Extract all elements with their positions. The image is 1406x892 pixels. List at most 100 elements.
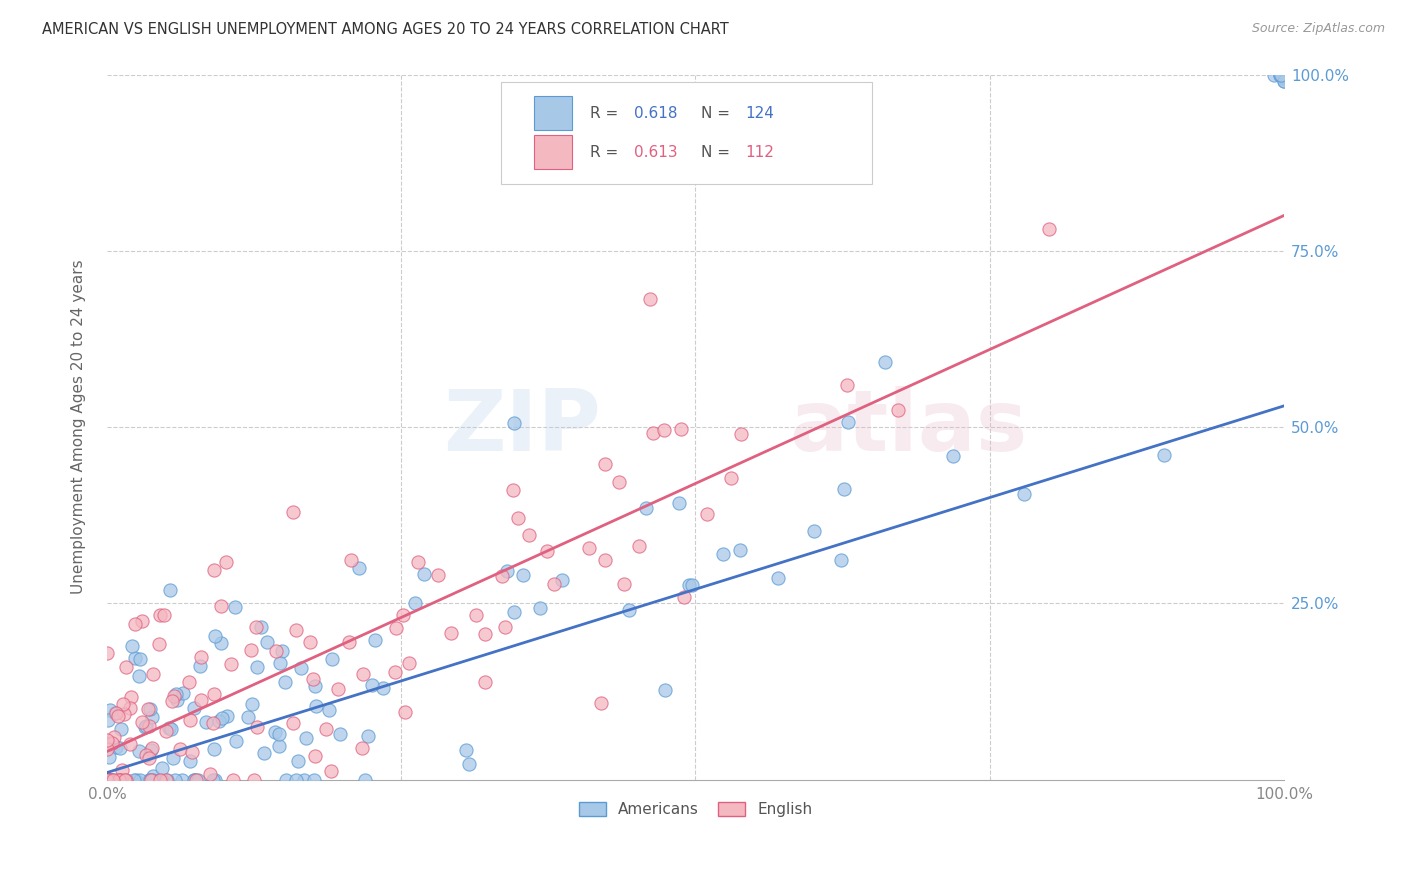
Point <box>184 772 207 787</box>
Point <box>363 632 385 647</box>
Point <box>352 741 374 756</box>
Point <box>668 495 690 509</box>
Point <box>98 772 121 787</box>
Text: 0.618: 0.618 <box>634 106 678 120</box>
Point <box>179 755 201 769</box>
FancyBboxPatch shape <box>534 96 572 130</box>
Point <box>159 722 181 736</box>
Point <box>264 724 287 739</box>
Point <box>155 772 177 787</box>
Point <box>1272 74 1295 88</box>
Point <box>1153 448 1175 462</box>
Point <box>138 719 160 733</box>
FancyBboxPatch shape <box>502 81 872 184</box>
Point <box>304 748 326 763</box>
Point <box>188 659 211 673</box>
Point <box>125 772 148 787</box>
Point <box>224 599 246 614</box>
Point <box>101 772 124 787</box>
Text: ZIP: ZIP <box>443 385 602 468</box>
Point <box>155 723 177 738</box>
Point <box>267 739 290 753</box>
Point <box>97 713 120 727</box>
Point <box>392 608 415 623</box>
Point <box>124 650 146 665</box>
Point <box>204 772 226 787</box>
Point <box>208 714 231 728</box>
Point <box>100 772 122 787</box>
Point <box>440 625 463 640</box>
Point <box>141 710 163 724</box>
Point <box>141 742 163 756</box>
Text: N =: N = <box>702 145 735 160</box>
Point <box>290 661 312 675</box>
Point <box>669 422 692 436</box>
Point <box>131 615 153 629</box>
Point <box>202 687 225 701</box>
Point <box>242 772 264 787</box>
Point <box>837 378 859 392</box>
Point <box>183 772 205 787</box>
Point <box>101 736 124 750</box>
Point <box>412 567 434 582</box>
Point <box>153 608 176 623</box>
Point <box>529 601 551 615</box>
Point <box>274 675 297 690</box>
Point <box>195 714 218 729</box>
Point <box>1270 68 1292 82</box>
Point <box>803 524 825 538</box>
Point <box>98 772 121 787</box>
Point <box>98 772 121 787</box>
Point <box>129 772 152 787</box>
Point <box>124 772 146 787</box>
Point <box>110 723 132 737</box>
Point <box>503 606 526 620</box>
Point <box>281 505 304 519</box>
Point <box>135 719 157 733</box>
Point <box>678 578 700 592</box>
Point <box>256 635 278 649</box>
Point <box>96 733 118 747</box>
Point <box>149 772 172 787</box>
Point <box>142 772 165 787</box>
Point <box>318 703 340 717</box>
Point <box>302 772 325 787</box>
Point <box>159 583 181 598</box>
Point <box>186 772 208 787</box>
Point <box>103 730 125 744</box>
Point <box>139 772 162 787</box>
Point <box>404 596 426 610</box>
Point <box>141 741 163 756</box>
Point <box>730 427 752 442</box>
Point <box>135 748 157 763</box>
Point <box>104 706 127 721</box>
Point <box>120 690 142 705</box>
Point <box>636 500 658 515</box>
Point <box>517 528 540 542</box>
Point <box>215 709 238 723</box>
Point <box>209 599 232 613</box>
Point <box>720 471 742 485</box>
Point <box>120 737 142 751</box>
Point <box>134 720 156 734</box>
Point <box>215 555 238 569</box>
Point <box>184 772 207 787</box>
Point <box>394 705 416 719</box>
Point <box>100 772 122 787</box>
Text: AMERICAN VS ENGLISH UNEMPLOYMENT AMONG AGES 20 TO 24 YEARS CORRELATION CHART: AMERICAN VS ENGLISH UNEMPLOYMENT AMONG A… <box>42 22 728 37</box>
Point <box>169 742 191 756</box>
Point <box>101 772 124 787</box>
Point <box>211 711 233 725</box>
Point <box>371 681 394 695</box>
Point <box>1272 68 1295 82</box>
Point <box>190 649 212 664</box>
Point <box>209 636 232 650</box>
Text: N =: N = <box>702 106 735 120</box>
Point <box>150 772 173 787</box>
Point <box>163 772 186 787</box>
Y-axis label: Unemployment Among Ages 20 to 24 years: Unemployment Among Ages 20 to 24 years <box>72 260 86 594</box>
Point <box>111 763 134 777</box>
Point <box>1268 68 1291 82</box>
Point <box>115 660 138 674</box>
Point <box>543 577 565 591</box>
